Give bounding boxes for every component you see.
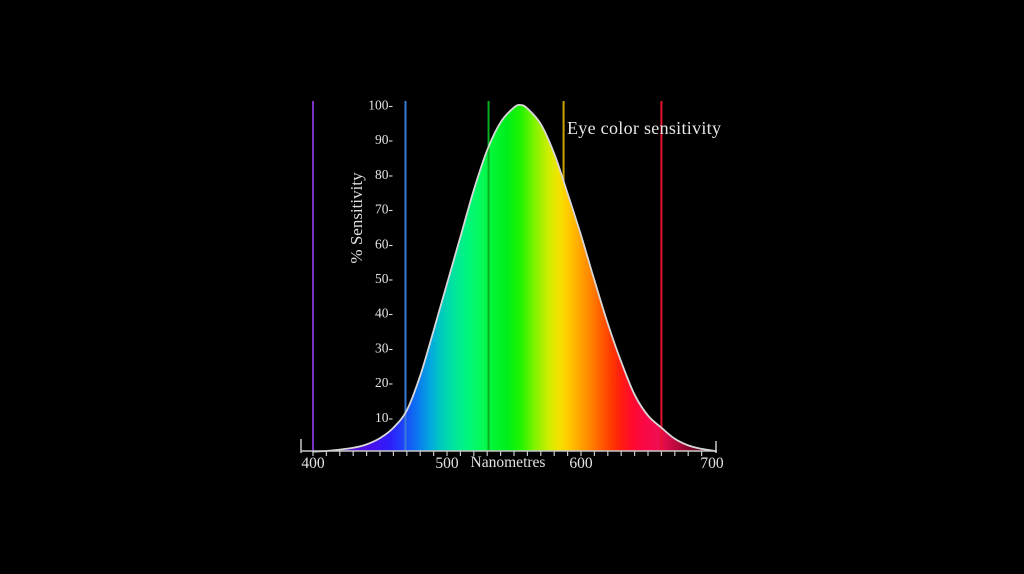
x-tick-label-600: 600 — [569, 455, 593, 472]
y-axis-label: % Sensitivity — [347, 172, 366, 264]
y-tick-label-30: 30- — [375, 340, 394, 355]
y-tick-label-60: 60- — [375, 236, 394, 251]
sensitivity-curve-outline — [312, 103, 716, 453]
y-tick-label-100: 100- — [368, 98, 393, 113]
x-tick-label-500: 500 — [435, 455, 459, 472]
y-tick-label-50: 50- — [375, 271, 394, 286]
sensitivity-curve-area — [313, 104, 715, 452]
y-tick-label-40: 40- — [375, 306, 394, 321]
y-tick-label-10: 10- — [375, 410, 394, 425]
y-tick-label-90: 90- — [375, 132, 394, 147]
x-tick-label-700: 700 — [700, 455, 724, 472]
y-tick-label-70: 70- — [375, 202, 394, 217]
y-tick-label-80: 80- — [375, 167, 394, 182]
y-tick-label-20: 20- — [375, 375, 394, 390]
chart-title: Eye color sensitivity — [567, 118, 722, 138]
x-tick-label-400: 400 — [301, 455, 325, 472]
x-axis-unit-label: Nanometres — [470, 454, 546, 471]
